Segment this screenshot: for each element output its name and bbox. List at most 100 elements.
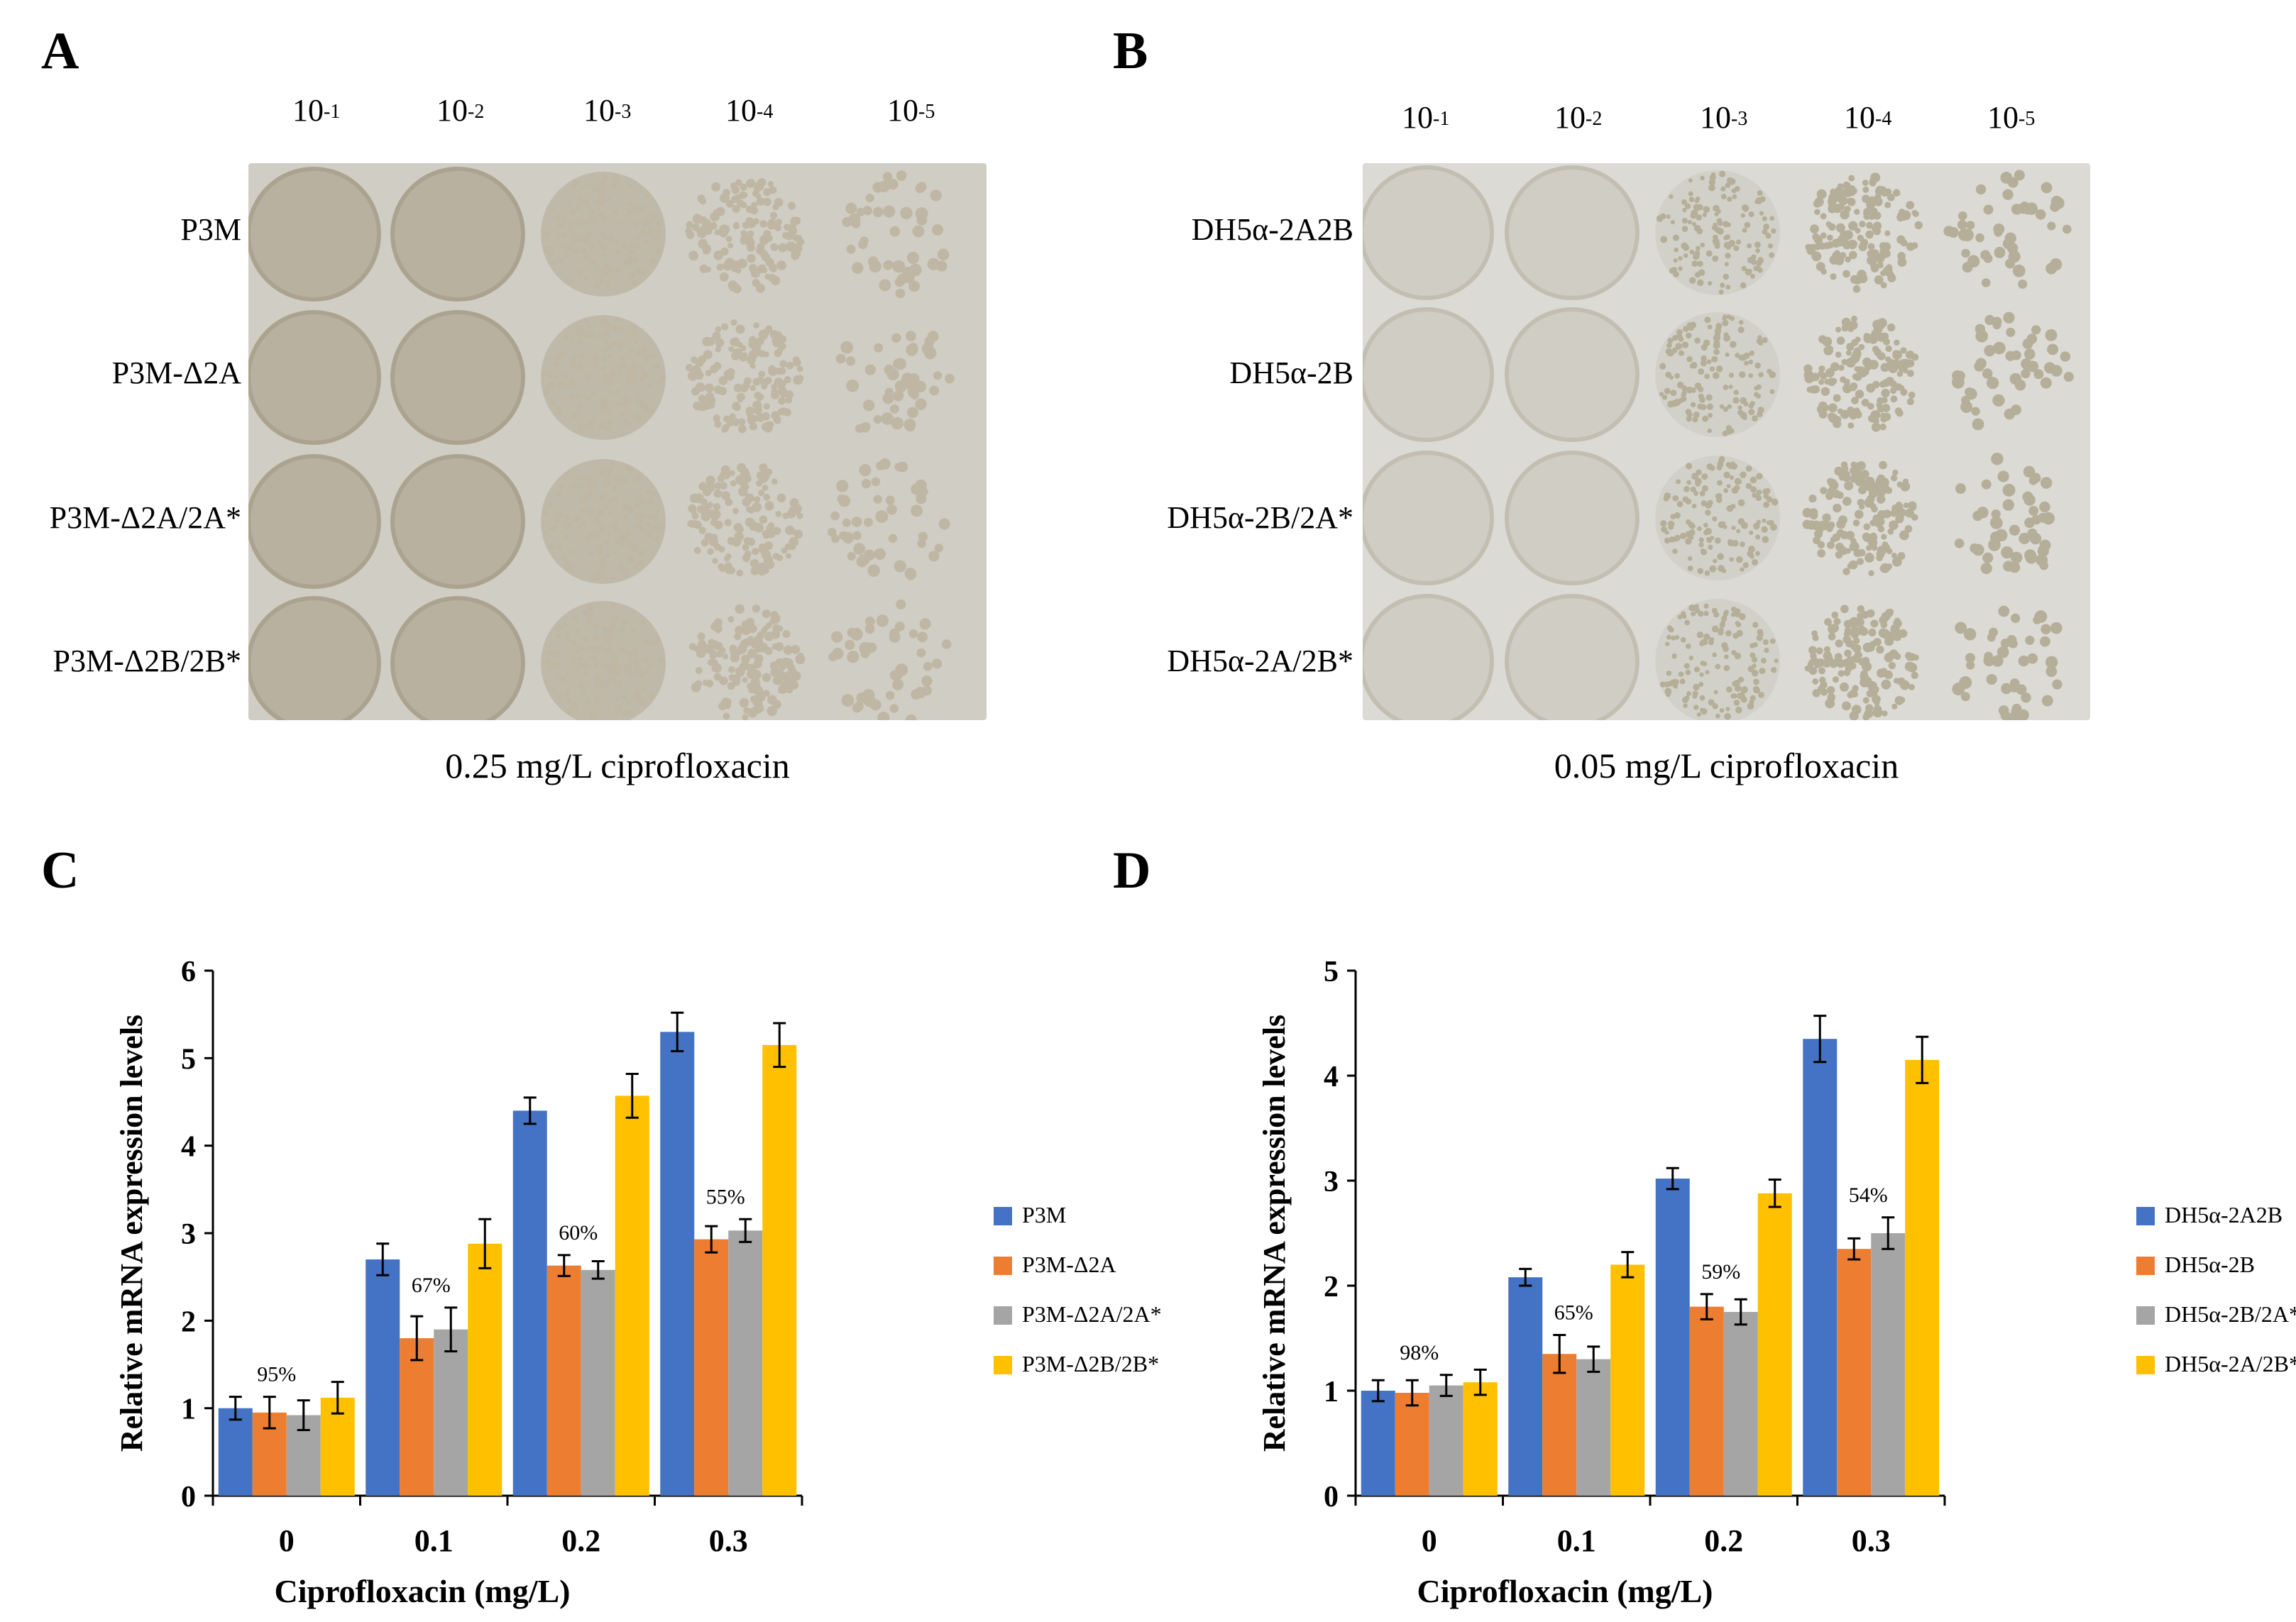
colony <box>1841 317 1851 327</box>
bacterial-spot <box>390 596 525 720</box>
colony <box>908 629 918 639</box>
colony <box>1699 695 1705 701</box>
colony <box>723 370 733 379</box>
colony <box>1872 707 1883 718</box>
colony <box>1664 492 1671 500</box>
colony <box>1765 233 1772 239</box>
legend-swatch <box>2136 1306 2155 1325</box>
colony <box>1811 630 1818 637</box>
colony <box>1681 218 1688 224</box>
colony <box>714 482 722 490</box>
colony <box>688 250 698 261</box>
colony <box>762 484 769 491</box>
y-tick-label: 1 <box>1324 1376 1339 1408</box>
colony <box>1664 530 1669 535</box>
colony <box>1771 667 1777 673</box>
bacterial-spot <box>390 454 525 589</box>
colony <box>747 622 755 631</box>
colony <box>564 563 569 570</box>
colony <box>1871 544 1878 551</box>
colony <box>1827 197 1837 206</box>
colony <box>1686 386 1693 394</box>
colony <box>1853 347 1861 355</box>
colony <box>1680 636 1686 643</box>
colony <box>770 667 781 678</box>
bar <box>1689 1306 1724 1496</box>
colony <box>1862 697 1869 704</box>
colony <box>691 512 699 520</box>
colony <box>1874 275 1884 285</box>
colony <box>1861 399 1869 407</box>
colony <box>1894 695 1904 705</box>
colony <box>626 700 631 705</box>
colony <box>707 548 714 556</box>
colony <box>1872 380 1880 389</box>
colony <box>1693 666 1701 673</box>
colony <box>1857 485 1867 495</box>
colony <box>2050 202 2060 212</box>
colony <box>1711 625 1719 633</box>
colony <box>583 199 590 206</box>
colony <box>720 247 729 256</box>
colony <box>1814 236 1823 245</box>
colony <box>546 382 553 388</box>
colony <box>752 547 759 556</box>
colony <box>2040 477 2053 489</box>
colony <box>747 253 756 263</box>
colony <box>862 689 875 702</box>
colony <box>636 513 642 520</box>
colony <box>769 186 777 194</box>
colony <box>784 543 792 551</box>
colony <box>759 220 767 228</box>
colony <box>1750 273 1755 279</box>
colony <box>1681 696 1689 703</box>
colony <box>1740 471 1747 478</box>
colony <box>556 405 562 412</box>
colony <box>1913 654 1919 661</box>
colony <box>786 361 794 370</box>
colony <box>2023 465 2036 478</box>
colony <box>1713 612 1720 618</box>
colony <box>941 639 952 649</box>
colony <box>1692 416 1698 423</box>
colony <box>1889 387 1897 395</box>
colony <box>1771 228 1776 234</box>
colony <box>620 412 626 417</box>
colony <box>627 184 632 189</box>
colony <box>1709 366 1715 372</box>
colony <box>642 656 649 663</box>
colony <box>577 661 584 668</box>
colony <box>1855 228 1861 234</box>
colony <box>571 412 577 419</box>
colony <box>1882 710 1888 717</box>
bar <box>434 1329 468 1496</box>
colony <box>1757 257 1764 263</box>
colony <box>639 376 645 382</box>
colony <box>1693 250 1701 257</box>
colony <box>1869 502 1877 509</box>
colony <box>778 397 786 405</box>
colony <box>1678 255 1683 261</box>
x-tick-label: 0.3 <box>1852 1523 1891 1558</box>
colony <box>1897 258 1907 267</box>
colony <box>1810 652 1817 660</box>
colony <box>1879 423 1886 431</box>
colony <box>575 392 582 399</box>
colony <box>1867 402 1874 410</box>
colony <box>610 575 615 580</box>
colony <box>613 550 618 555</box>
colony <box>1712 372 1720 380</box>
colony <box>1856 460 1866 470</box>
colony <box>1847 239 1857 250</box>
colony <box>2047 221 2056 231</box>
colony <box>1706 359 1712 365</box>
colony <box>1670 390 1677 397</box>
colony <box>603 339 609 346</box>
colony <box>1737 499 1745 507</box>
colony <box>1688 656 1694 661</box>
colony <box>643 239 649 245</box>
colony <box>2011 204 2023 215</box>
colony <box>1740 696 1747 703</box>
colony <box>631 204 637 210</box>
colony <box>1696 712 1702 717</box>
